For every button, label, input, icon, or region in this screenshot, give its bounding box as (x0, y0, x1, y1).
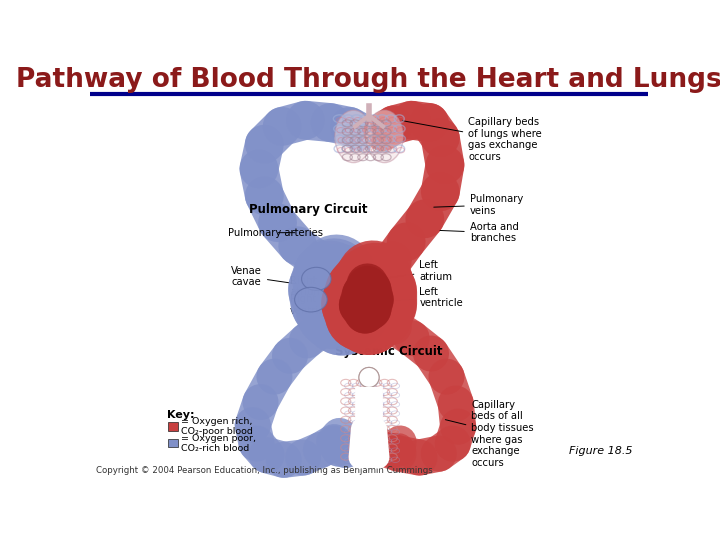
Text: Systemic Circuit: Systemic Circuit (335, 345, 442, 357)
Circle shape (359, 367, 379, 387)
Text: Pulmonary arteries: Pulmonary arteries (228, 228, 323, 238)
Text: Left
ventricle: Left ventricle (381, 287, 463, 308)
Text: Venae
cavae: Venae cavae (231, 266, 297, 287)
Circle shape (359, 367, 379, 387)
Text: Capillary
beds of all
body tissues
where gas
exchange
occurs: Capillary beds of all body tissues where… (446, 400, 534, 468)
Text: Left
atrium: Left atrium (383, 260, 452, 282)
Bar (168, 422, 178, 430)
Text: Right
ventricle: Right ventricle (290, 294, 333, 316)
Text: Copyright © 2004 Pearson Education, Inc., publishing as Benjamin Cummings: Copyright © 2004 Pearson Education, Inc.… (96, 466, 433, 475)
Text: Aorta and
branches: Aorta and branches (440, 222, 518, 244)
Ellipse shape (335, 110, 372, 163)
Bar (168, 439, 178, 448)
Text: Heart: Heart (346, 314, 374, 324)
Text: = Oxygen poor,
CO₂-rich blood: = Oxygen poor, CO₂-rich blood (181, 434, 256, 454)
Bar (356, 387, 382, 428)
Ellipse shape (302, 267, 331, 291)
Text: Key:: Key: (168, 410, 195, 420)
Text: Pulmonary Circuit: Pulmonary Circuit (249, 203, 368, 216)
Text: Pathway of Blood Through the Heart and Lungs: Pathway of Blood Through the Heart and L… (16, 67, 720, 93)
Text: Capillary beds
of lungs where
gas exchange
occurs: Capillary beds of lungs where gas exchan… (402, 117, 542, 162)
Text: = Oxygen rich,
CO₂-poor blood: = Oxygen rich, CO₂-poor blood (181, 417, 253, 436)
Bar (355, 387, 383, 429)
Ellipse shape (366, 110, 403, 163)
Ellipse shape (294, 287, 327, 312)
Text: Figure 18.5: Figure 18.5 (569, 447, 632, 456)
Text: Pulmonary
veins: Pulmonary veins (433, 194, 523, 216)
Text: Right
atrium: Right atrium (290, 276, 323, 298)
